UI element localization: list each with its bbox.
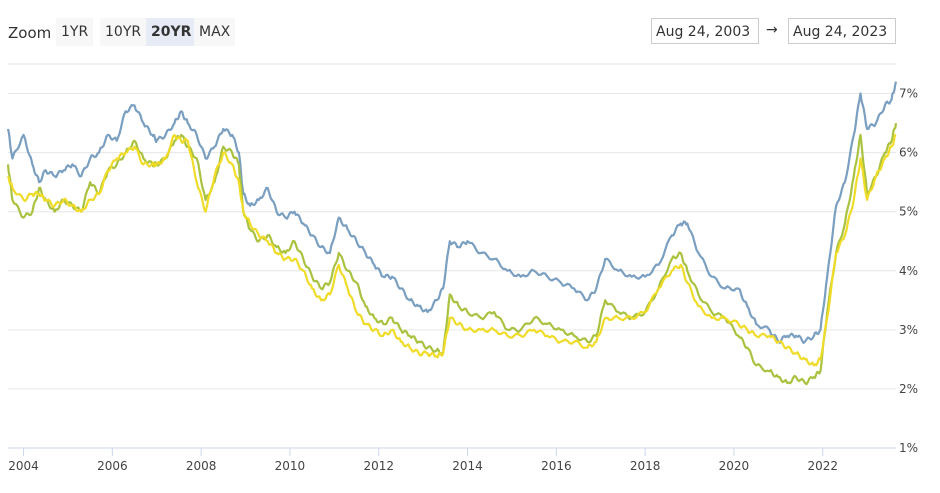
series-line-1: [6, 81, 898, 344]
series-line-2: [6, 122, 898, 386]
zoom-1yr-button[interactable]: 1YR: [56, 18, 94, 46]
y-tick-label: 2%: [899, 382, 918, 396]
x-axis: 2004 2006 2008 2010 2012 2014 2016 2018 2020 2022: [8, 447, 896, 473]
x-tick-label: 2020: [719, 459, 750, 473]
toolbar: Zoom 1YR 10YR 20YR MAX Aug 24, 2003 → Au…: [0, 0, 940, 60]
x-tick-label: 2016: [541, 459, 572, 473]
y-tick-label: 7%: [899, 87, 918, 101]
range-arrow: →: [766, 22, 778, 38]
zoom-10yr-button[interactable]: 10YR: [100, 18, 147, 46]
y-tick-label: 1%: [899, 441, 918, 455]
x-tick-label: 2008: [186, 459, 217, 473]
x-tick-label: 2010: [275, 459, 306, 473]
y-tick-label: 3%: [899, 323, 918, 337]
series-layer: [6, 81, 898, 386]
x-tick-label: 2006: [97, 459, 128, 473]
y-tick-label: 6%: [899, 146, 918, 160]
series-line-3: [6, 133, 897, 367]
zoom-max-button[interactable]: MAX: [194, 18, 236, 46]
x-tick-label: 2014: [452, 459, 483, 473]
to-date-input[interactable]: Aug 24, 2023: [788, 18, 896, 44]
zoom-20yr-button[interactable]: 20YR: [146, 18, 197, 46]
zoom-label: Zoom: [8, 24, 52, 42]
grid-lines: [8, 63, 896, 449]
y-tick-label: 5%: [899, 205, 918, 219]
y-tick-label: 4%: [899, 264, 918, 278]
y-axis-labels: 1% 2% 3% 4% 5% 6% 7%: [899, 87, 918, 455]
x-tick-label: 2012: [363, 459, 394, 473]
x-tick-label: 2022: [807, 459, 838, 473]
x-tick-label: 2018: [630, 459, 661, 473]
x-tick-label: 2004: [8, 459, 39, 473]
from-date-input[interactable]: Aug 24, 2003: [651, 18, 759, 44]
